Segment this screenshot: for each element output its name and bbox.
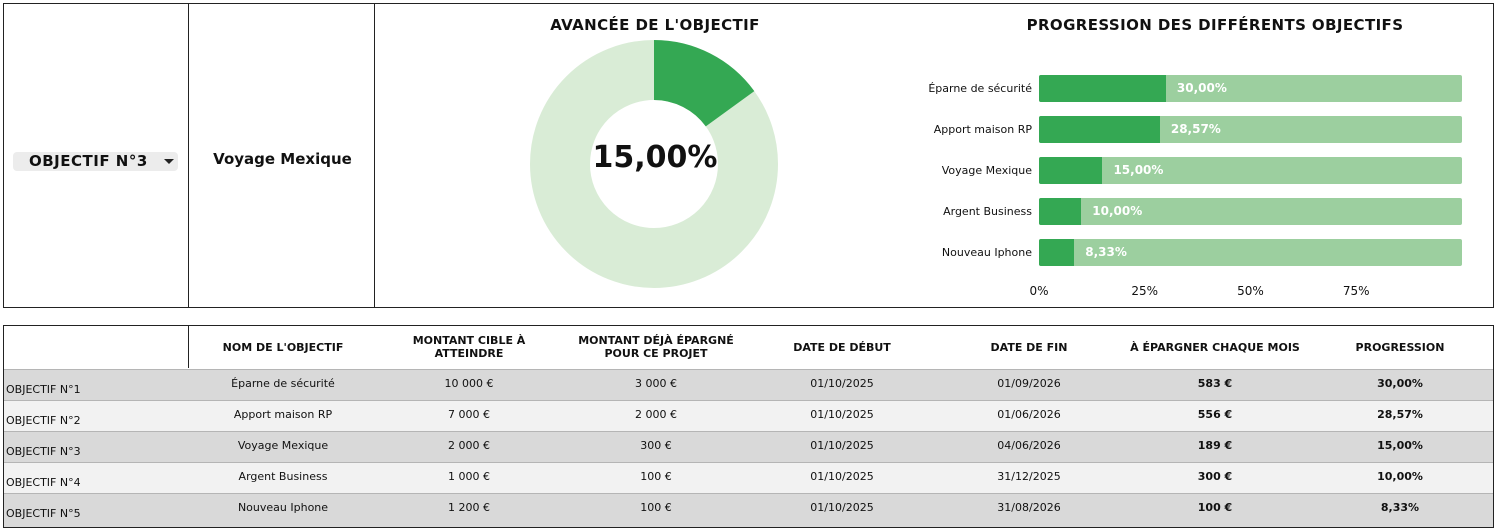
table-row: OBJECTIF N°2 Apport maison RP 7 000 € 2 … [4,400,1493,431]
row-saved-amount: 100 € [640,501,672,514]
column-header-saved: MONTANT DÉJÀ ÉPARGNÉ POUR CE PROJET [578,334,734,360]
bar-category-label: Argent Business [943,205,1032,218]
row-progress: 28,57% [1377,408,1423,421]
bar [1039,157,1103,184]
row-end-date: 01/09/2026 [997,377,1061,390]
bar-track: 10,00% [1039,198,1462,225]
row-goal-name: Argent Business [238,470,328,483]
row-end-date: 31/08/2026 [997,501,1061,514]
table-row: OBJECTIF N°4 Argent Business 1 000 € 100… [4,462,1493,493]
bar-value-label: 8,33% [1085,245,1127,259]
bar-category-label: Voyage Mexique [941,164,1032,177]
bar-chart-title: PROGRESSION DES DIFFÉRENTS OBJECTIFS [1026,16,1404,34]
row-progress: 15,00% [1377,439,1423,452]
bar [1039,75,1166,102]
column-header-progress: PROGRESSION [1355,340,1445,354]
x-tick-label: 25% [1131,284,1159,298]
goal-selector-label: OBJECTIF N°3 [29,152,148,170]
table-row: OBJECTIF N°5 Nouveau Iphone 1 200 € 100 … [4,493,1493,527]
row-monthly-saving: 556 € [1197,408,1233,421]
bar [1039,239,1075,266]
table-row: OBJECTIF N°1 Éparne de sécurité 10 000 €… [4,369,1493,400]
donut-percent-label: 15,00% [592,140,718,175]
x-tick-label: 50% [1237,284,1264,298]
row-start-date: 01/10/2025 [810,377,874,390]
panel-divider [374,3,375,308]
bar-category-label: Éparne de sécurité [928,82,1032,95]
row-start-date: 01/10/2025 [810,408,874,421]
row-goal-id: OBJECTIF N°3 [6,445,81,458]
x-tick-label: 75% [1342,284,1370,298]
column-header-monthly: À ÉPARGNER CHAQUE MOIS [1130,340,1300,354]
goals-table [3,325,1494,528]
row-goal-name: Éparne de sécurité [231,377,335,390]
row-monthly-saving: 100 € [1197,501,1233,514]
row-goal-name: Voyage Mexique [237,439,329,452]
row-goal-name: Nouveau Iphone [237,501,329,514]
panel-divider [188,3,189,308]
bar-track: 30,00% [1039,75,1462,102]
bar-value-label: 10,00% [1092,204,1143,218]
row-goal-name: Apport maison RP [233,408,333,421]
bar-track: 8,33% [1039,239,1462,266]
row-goal-id: OBJECTIF N°2 [6,414,81,427]
row-goal-id: OBJECTIF N°5 [6,507,81,520]
x-tick-label: 0% [1029,284,1049,298]
bar-track: 28,57% [1039,116,1462,143]
bar [1039,116,1160,143]
row-end-date: 31/12/2025 [997,470,1061,483]
bar-category-label: Nouveau Iphone [941,246,1032,259]
row-start-date: 01/10/2025 [810,470,874,483]
row-target-amount: 2 000 € [448,439,490,452]
row-saved-amount: 100 € [640,470,672,483]
row-goal-id: OBJECTIF N°1 [6,383,81,396]
row-monthly-saving: 300 € [1197,470,1233,483]
row-start-date: 01/10/2025 [810,501,874,514]
row-start-date: 01/10/2025 [810,439,874,452]
dashboard-panel [3,3,1494,308]
column-header-target: MONTANT CIBLE À ATTEINDRE [412,334,526,360]
bar-category-label: Apport maison RP [933,123,1032,136]
row-target-amount: 1 200 € [448,501,490,514]
selected-goal-name: Voyage Mexique [213,150,352,168]
table-row: OBJECTIF N°3 Voyage Mexique 2 000 € 300 … [4,431,1493,462]
bar-value-label: 15,00% [1113,163,1164,177]
donut-chart [530,40,778,288]
column-header-end-date: DATE DE FIN [990,340,1068,354]
bar-track: 15,00% [1039,157,1462,184]
row-saved-amount: 300 € [640,439,672,452]
bar [1039,198,1082,225]
bar-value-label: 28,57% [1170,122,1221,136]
donut-progress-arc [652,40,755,128]
row-saved-amount: 3 000 € [635,377,677,390]
bar-value-label: 30,00% [1176,81,1227,95]
row-target-amount: 7 000 € [448,408,490,421]
caret-down-icon[interactable] [164,159,174,164]
table-header-row: NOM DE L'OBJECTIF MONTANT CIBLE À ATTEIN… [4,326,1493,368]
row-target-amount: 10 000 € [444,377,494,390]
goal-selector-dropdown[interactable]: OBJECTIF N°3 [13,152,178,171]
row-progress: 30,00% [1377,377,1423,390]
row-saved-amount: 2 000 € [635,408,677,421]
row-monthly-saving: 583 € [1197,377,1233,390]
row-goal-id: OBJECTIF N°4 [6,476,81,489]
column-header-name: NOM DE L'OBJECTIF [222,340,344,354]
row-end-date: 04/06/2026 [997,439,1061,452]
donut-title: AVANCÉE DE L'OBJECTIF [550,16,760,34]
column-header-start-date: DATE DE DÉBUT [793,340,891,354]
row-progress: 8,33% [1380,501,1420,514]
row-monthly-saving: 189 € [1197,439,1233,452]
row-target-amount: 1 000 € [448,470,490,483]
row-progress: 10,00% [1377,470,1423,483]
row-end-date: 01/06/2026 [997,408,1061,421]
